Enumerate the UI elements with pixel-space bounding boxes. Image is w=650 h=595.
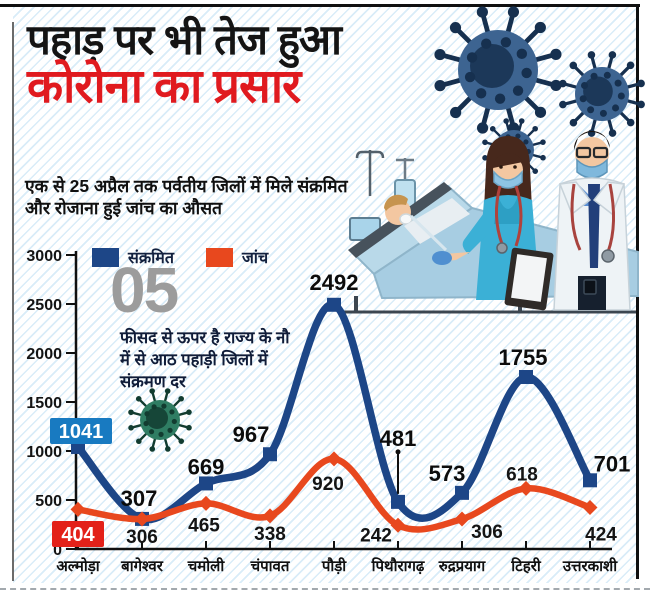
value-label: 306 [126,527,158,548]
y-tick-label: 500 [35,493,62,510]
data-point-square [327,297,341,312]
hospital-illustration [340,130,639,314]
value-label: 404 [61,524,95,546]
page-title: पहाड़ पर भी तेज हुआ कोरोना का प्रसार [27,16,342,112]
highlight-number: 05 [110,254,179,326]
x-tick-label: रुद्रप्रयाग [438,558,486,575]
x-tick-label: पौड़ी [321,557,347,575]
title-line2: कोरोना का प्रसार [27,58,301,112]
value-label: 307 [121,486,158,511]
doctor [553,130,631,311]
virus-cluster-icon [434,6,645,182]
virus-small-chart-icon [128,388,192,452]
data-point-diamond [70,501,86,517]
virus-large-icon [434,6,562,134]
y-tick-label: 1500 [26,395,62,412]
nurse [432,136,554,311]
top-rule [0,4,640,7]
data-point-diamond [134,511,150,527]
legend-swatch-sankramit [92,247,119,267]
left-rule [12,22,14,581]
value-label: 242 [360,525,392,546]
value-label: 1755 [499,345,548,370]
value-label: 1041 [59,421,104,443]
y-tick-label: 1000 [26,444,62,461]
x-tick-label: बागेश्वर [120,557,164,575]
value-label: 465 [188,515,220,536]
data-point-square [519,370,533,385]
x-tick-label: पिथौरागढ़ [371,557,425,575]
data-point-diamond [262,508,278,524]
highlight-note: फीसद से ऊपर है राज्य के नौ में से आठ पहा… [120,329,290,391]
x-tick-label: अल्मोड़ा [56,557,100,575]
data-point-square [455,485,469,500]
data-point-square [583,473,597,488]
value-label: 481 [380,426,417,451]
x-tick-label: चंपावत [250,558,291,575]
value-label: 920 [312,474,344,495]
value-label: 338 [254,524,286,545]
value-label: 967 [233,422,270,447]
virus-medium-icon [559,51,645,137]
y-tick-label: 0 [53,542,62,559]
y-tick-label: 2000 [26,346,62,363]
data-point-diamond [582,499,598,515]
value-label: 424 [585,524,617,545]
value-label: 573 [429,461,466,486]
data-point-square [391,494,405,509]
patient [384,194,470,244]
chart-subtitle: एक से 25 अप्रैल तक पर्वतीय जिलों में मिल… [25,176,348,218]
legend-label-janch: जांच [241,250,269,267]
x-tick-label: टिहरी [510,557,542,575]
data-point-diamond [518,480,534,496]
virus-green-icon [128,388,192,452]
value-label: 2492 [310,270,359,295]
y-tick-label: 3000 [26,248,62,265]
value-label: 669 [188,454,225,479]
legend: संक्रमित जांच [92,246,268,268]
first-value-badge [52,521,104,547]
legend-label-sankramit: संक्रमित [128,250,174,267]
axes [74,251,612,551]
y-tick-label: 2500 [26,297,62,314]
value-label: 701 [594,451,631,476]
value-label: 306 [471,522,503,543]
bottom-dashed-rule [0,588,650,590]
x-tick-label: चमोली [187,557,226,575]
data-point-diamond [390,517,406,533]
label-leader-dot [395,449,401,455]
data-point-diamond [198,495,214,511]
title-line1: पहाड़ पर भी तेज हुआ [27,16,342,63]
data-point-diamond [326,451,342,467]
data-point-square [263,447,277,462]
x-tick-label: उत्तरकाशी [562,557,618,575]
data-point-square [199,476,213,491]
first-value-badge [50,418,112,444]
swab-stick [409,214,448,252]
legend-swatch-janch [205,247,233,267]
data-point-diamond [454,511,470,527]
value-label: 618 [506,464,538,485]
